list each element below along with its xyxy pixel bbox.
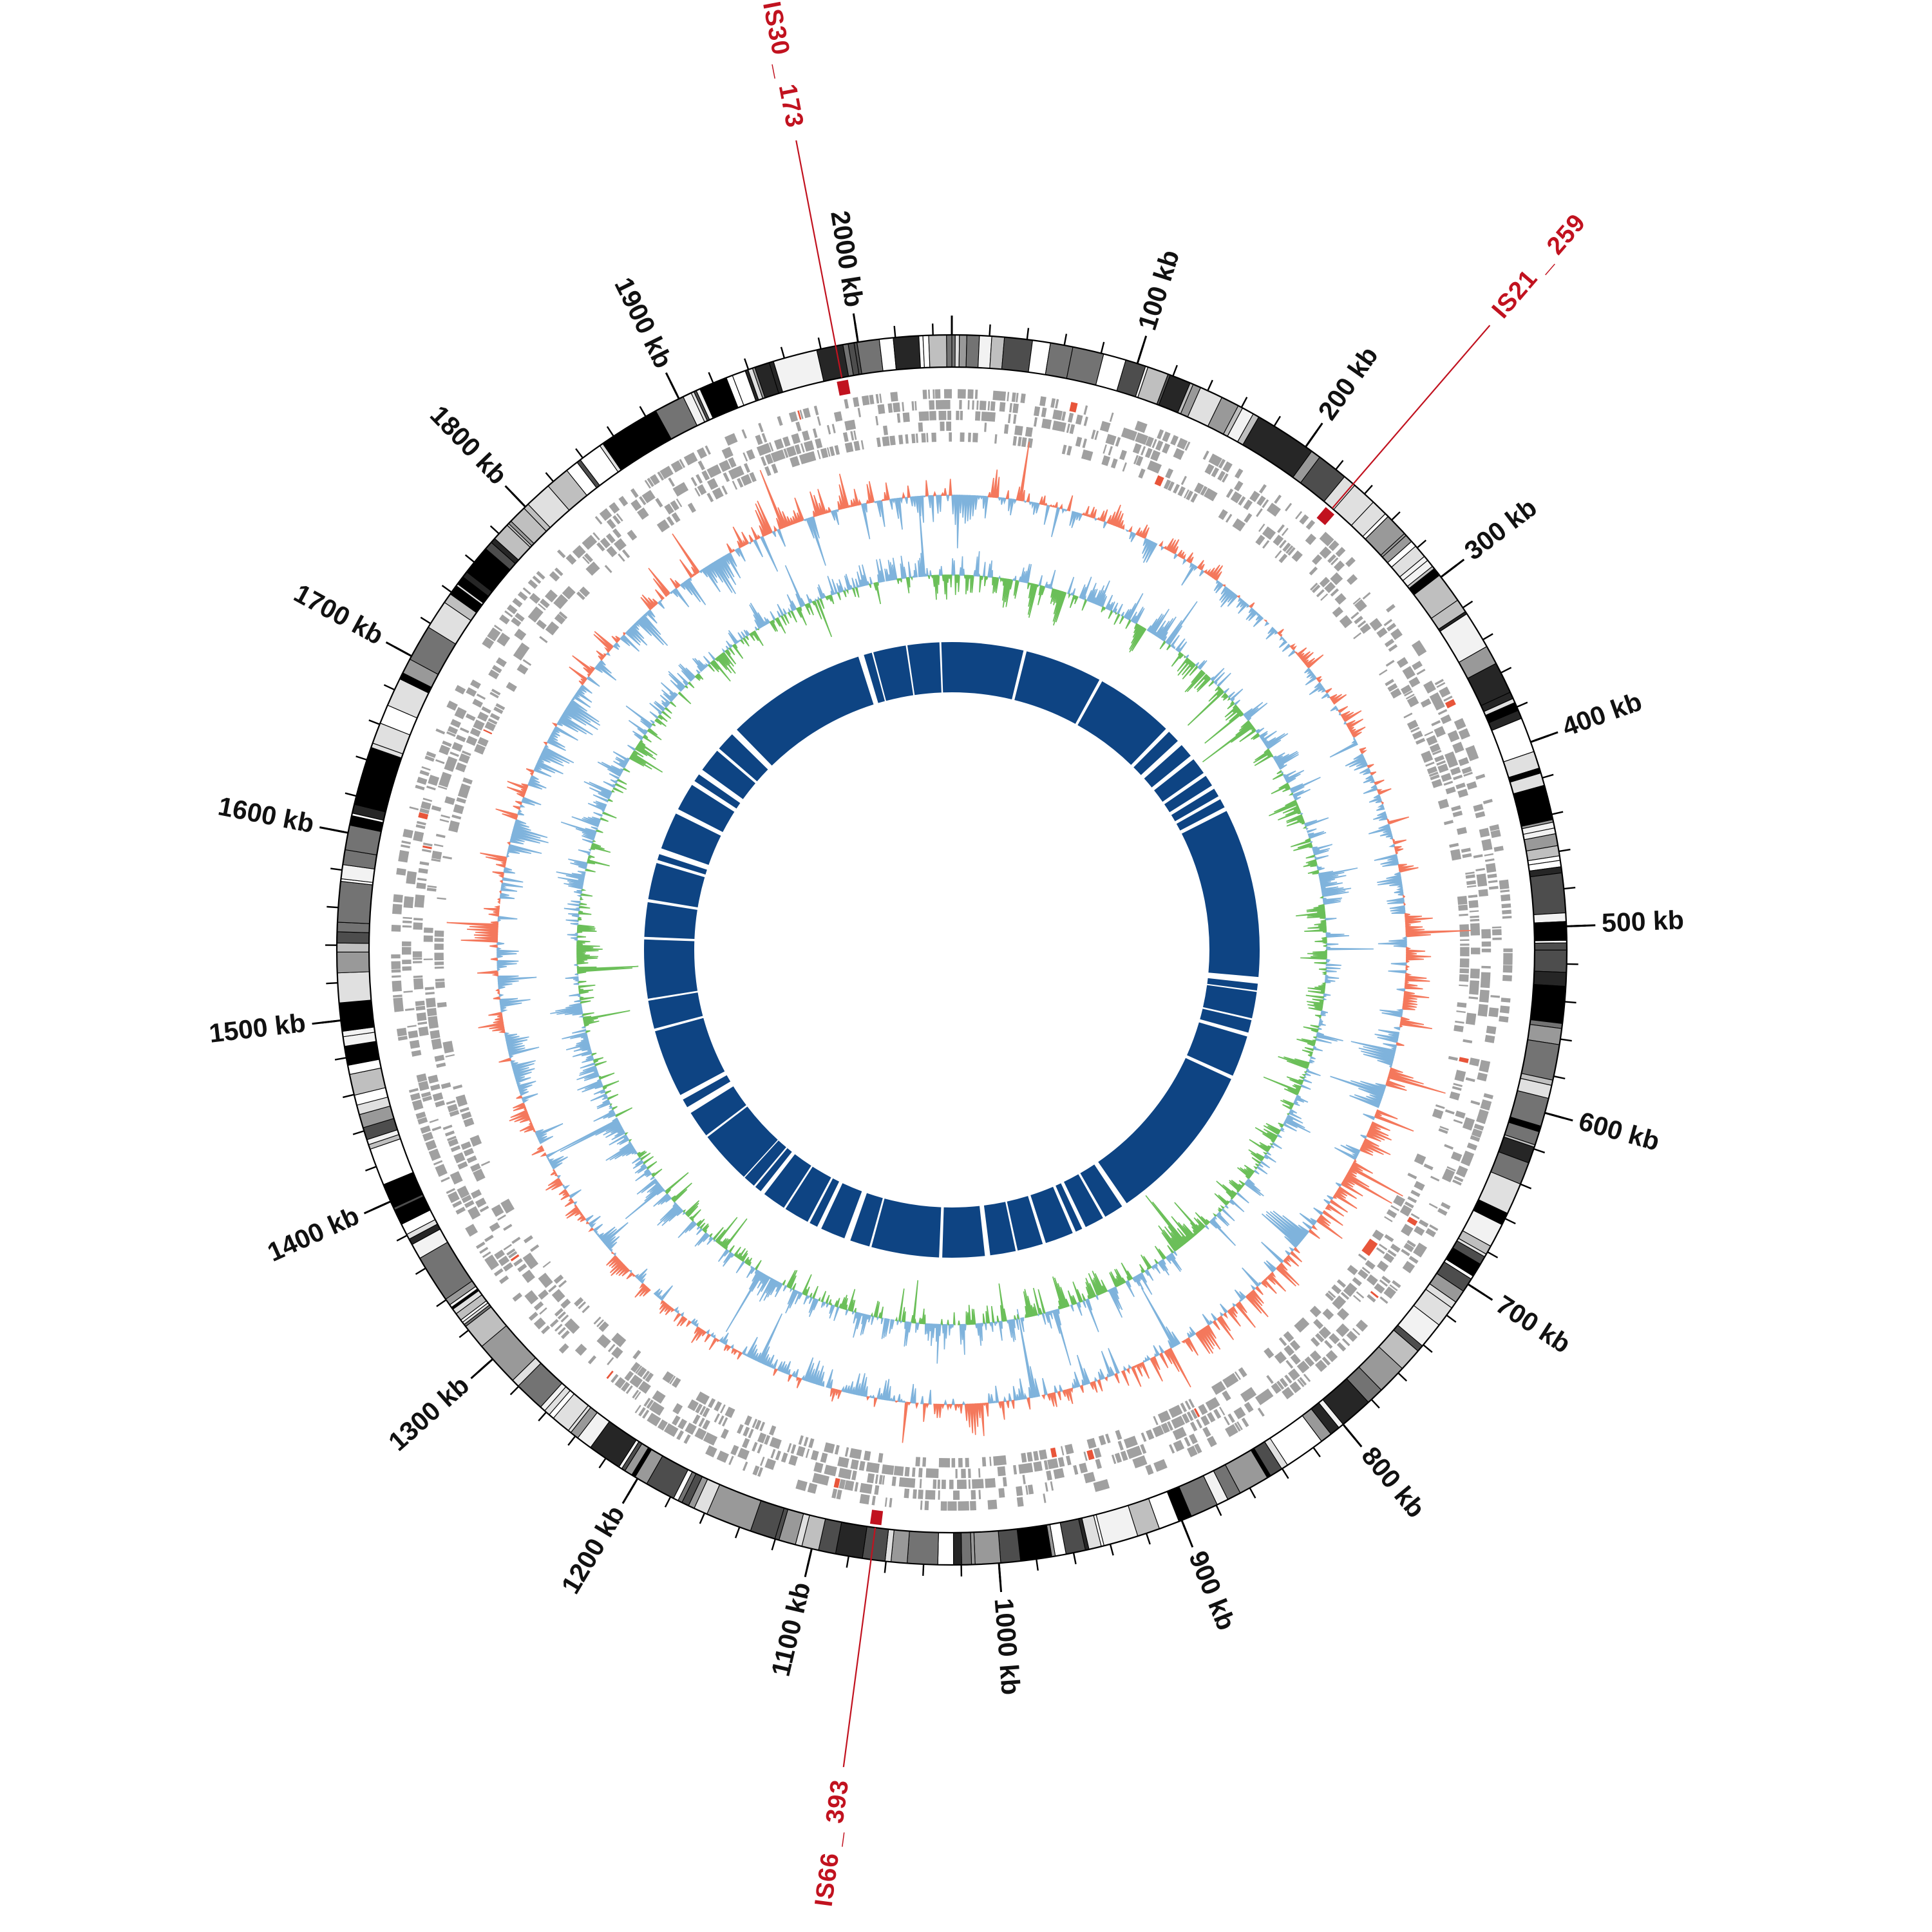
axis-tick-label: 100 kb [1132,246,1185,334]
axis-tick-label: 1000 kb [989,1597,1026,1696]
axis-tick-label: 1500 kb [207,1008,307,1048]
axis-tick-marks [321,316,1586,1583]
axis-tick-label: 1300 kb [383,1370,475,1456]
axis-tick-label: 300 kb [1459,493,1542,566]
outer-karyotype-ring [336,334,1568,1566]
is-element-markers [837,379,1335,1526]
axis-tick-label: 1100 kb [766,1579,817,1679]
axis-tick-label: 1900 kb [609,272,678,372]
axis-tick-label: 2000 kb [825,209,869,309]
axis-tick-label: 1700 kb [289,578,388,650]
axis-tick-label: 500 kb [1601,905,1684,938]
axis-tick-label: 400 kb [1558,687,1646,742]
axis-tick-label: 800 kb [1356,1441,1431,1524]
axis-tick-label: 700 kb [1491,1289,1576,1359]
axis-tick-label: 1800 kb [424,400,513,490]
gene-feature-ring [391,389,1513,1511]
axis-tick-label: 1200 kb [555,1501,630,1599]
axis-tick-label: 600 kb [1576,1106,1663,1156]
gc-content-ring [549,502,1374,1366]
axis-tick-label: 900 kb [1183,1547,1241,1634]
is-element-label: IS21 _ 259 [1486,209,1591,324]
contig-ring [643,642,1260,1258]
is-element-label: IS66 _ 393 [810,1778,855,1909]
axis-tick-label: 1400 kb [263,1200,363,1267]
axis-tick-label: 200 kb [1312,341,1384,425]
is-element-label: IS30 _ 173 [757,0,809,130]
axis-tick-label: 1600 kb [216,791,316,838]
gc-skew-ring [446,441,1471,1443]
